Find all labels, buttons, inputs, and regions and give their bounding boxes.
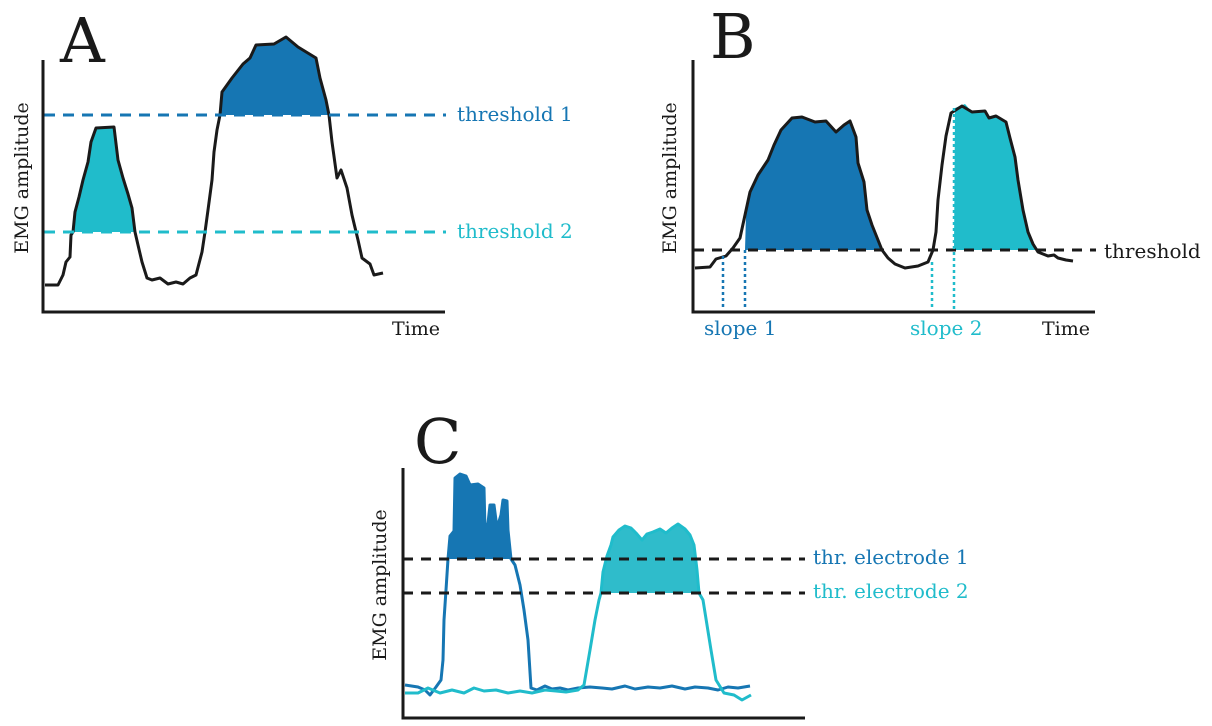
panel-a-burst2-fill [220, 37, 329, 115]
panel-b-burst1-fill [745, 117, 882, 250]
panel-c-axes [401, 468, 805, 720]
panel-b-burst2-fill [954, 104, 1036, 250]
panel-b-x-axis-label: Time [1042, 318, 1090, 340]
panel-b-axes [691, 60, 1095, 314]
panel-c: C thr. electrode 1 thr. electrode 2 EMG … [369, 405, 969, 720]
panel-c-letter: C [414, 405, 461, 478]
panel-a-burst1-fill [73, 127, 135, 232]
panel-c-electrode1-signal [404, 472, 751, 697]
panel-b: B threshold slope 1 slope 2 EMG amplitud… [659, 0, 1201, 340]
panel-c-threshold-electrode2-label: thr. electrode 2 [813, 579, 969, 603]
panel-c-y-axis-label: EMG amplitude [369, 509, 391, 660]
panel-a-axes [41, 60, 445, 314]
panel-b-slope1-label: slope 1 [704, 316, 776, 340]
panel-b-letter: B [710, 0, 756, 73]
panel-b-threshold-label: threshold [1104, 239, 1201, 263]
panel-a-emg-signal [45, 35, 384, 287]
panel-b-slope2-label: slope 2 [910, 316, 982, 340]
panel-b-y-axis-label: EMG amplitude [659, 102, 681, 253]
panel-a-letter: A [59, 4, 106, 77]
panel-c-electrode1-burst-fill [448, 474, 511, 559]
panel-a-y-axis-label: EMG amplitude [11, 102, 33, 253]
panel-c-threshold-electrode1-label: thr. electrode 1 [813, 545, 969, 569]
panel-c-electrode2-burst-fill [601, 524, 699, 593]
panel-a-threshold2-label: threshold 2 [457, 219, 573, 243]
panel-b-emg-signal [694, 104, 1074, 270]
panel-a-threshold1-label: threshold 1 [457, 102, 573, 126]
panel-a: A threshold 1 threshold 2 EMG amplitude … [11, 4, 573, 340]
panel-a-x-axis-label: Time [392, 318, 440, 340]
